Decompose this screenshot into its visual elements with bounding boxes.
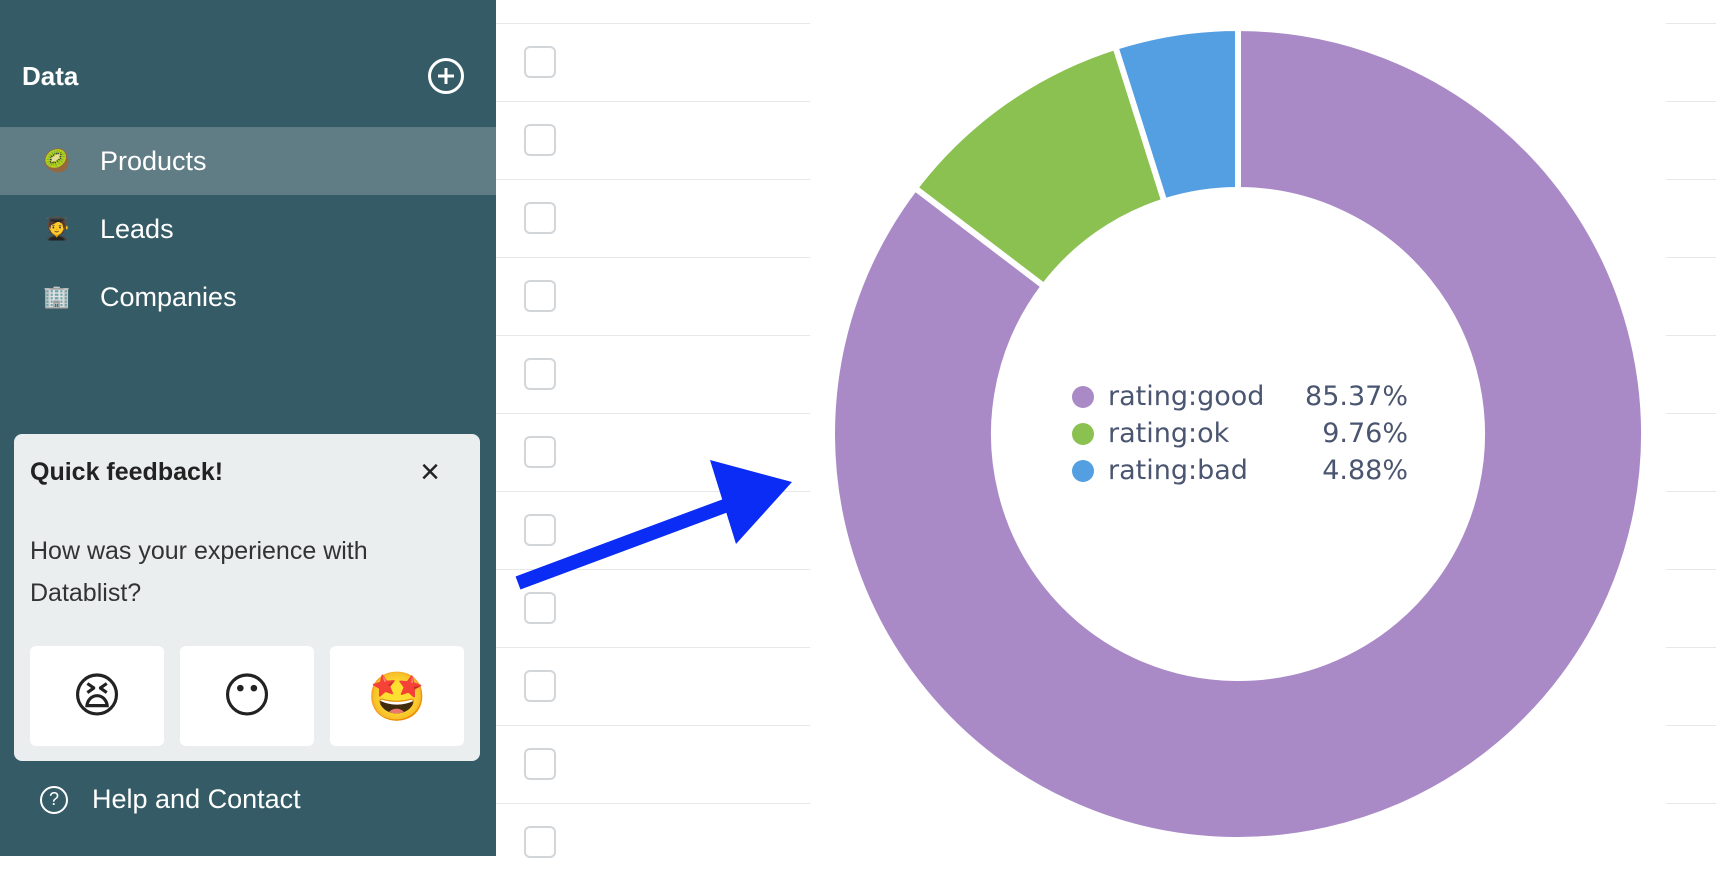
donut-chart [829,24,1647,843]
kiwi-icon: 🥝 [43,148,71,173]
legend-swatch [1072,385,1094,408]
close-icon[interactable]: × [420,453,440,491]
feedback-question: How was your experience with Datablist? [30,537,368,607]
feedback-title: Quick feedback! [30,458,224,486]
row-checkbox[interactable] [524,202,556,234]
feedback-bad-button[interactable]: 😫 [30,646,164,746]
student-icon: 🧑‍🎓 [43,216,71,241]
legend-value: 85.37% [1305,381,1408,412]
chart-legend: rating:good 85.37% rating:ok 9.76% ratin… [1072,378,1412,489]
sidebar-item-companies[interactable]: 🏢 Companies [0,263,496,331]
office-building-icon: 🏢 [43,284,71,309]
slice-rating-good[interactable] [829,24,1647,843]
sidebar-item-label: Companies [100,281,237,312]
feedback-options: 😫 😶 🤩 [30,646,464,746]
feedback-neutral-button[interactable]: 😶 [180,646,314,746]
row-checkbox[interactable] [524,358,556,390]
row-checkbox[interactable] [524,124,556,156]
legend-item-good: rating:good 85.37% [1072,378,1412,415]
row-checkbox[interactable] [524,826,556,858]
sidebar: Data 🥝 Products 🧑‍🎓 Leads 🏢 Companies Qu… [0,0,496,856]
row-checkbox[interactable] [524,748,556,780]
row-checkbox[interactable] [524,46,556,78]
legend-label: rating:good [1108,381,1265,412]
row-checkbox[interactable] [524,670,556,702]
legend-label: rating:bad [1108,455,1248,486]
legend-swatch [1072,422,1094,445]
feedback-great-button[interactable]: 🤩 [330,646,464,746]
row-checkbox[interactable] [524,280,556,312]
help-icon: ? [40,785,68,814]
row-checkbox[interactable] [524,592,556,624]
sidebar-item-leads[interactable]: 🧑‍🎓 Leads [0,195,496,263]
sidebar-header: Data [22,52,472,100]
legend-value: 9.76% [1322,418,1408,449]
chart-panel: rating:good 85.37% rating:ok 9.76% ratin… [810,0,1666,856]
legend-swatch [1072,459,1094,482]
help-label: Help and Contact [92,784,301,814]
legend-item-ok: rating:ok 9.76% [1072,415,1412,452]
row-checkbox[interactable] [524,514,556,546]
sidebar-item-label: Leads [100,213,174,244]
row-checkbox[interactable] [524,436,556,468]
annotation-arrow-icon [515,460,792,590]
sidebar-item-products[interactable]: 🥝 Products [0,127,496,195]
slice-rating-bad[interactable] [1111,24,1241,206]
legend-item-bad: rating:bad 4.88% [1072,452,1412,489]
sidebar-item-label: Products [100,145,207,176]
legend-value: 4.88% [1322,455,1408,486]
add-collection-button[interactable] [428,58,464,94]
sidebar-title: Data [22,60,79,91]
legend-label: rating:ok [1108,418,1230,449]
feedback-card: Quick feedback! × How was your experienc… [14,434,480,761]
sidebar-nav: 🥝 Products 🧑‍🎓 Leads 🏢 Companies [0,127,496,331]
help-and-contact-link[interactable]: ? Help and Contact [40,784,301,815]
